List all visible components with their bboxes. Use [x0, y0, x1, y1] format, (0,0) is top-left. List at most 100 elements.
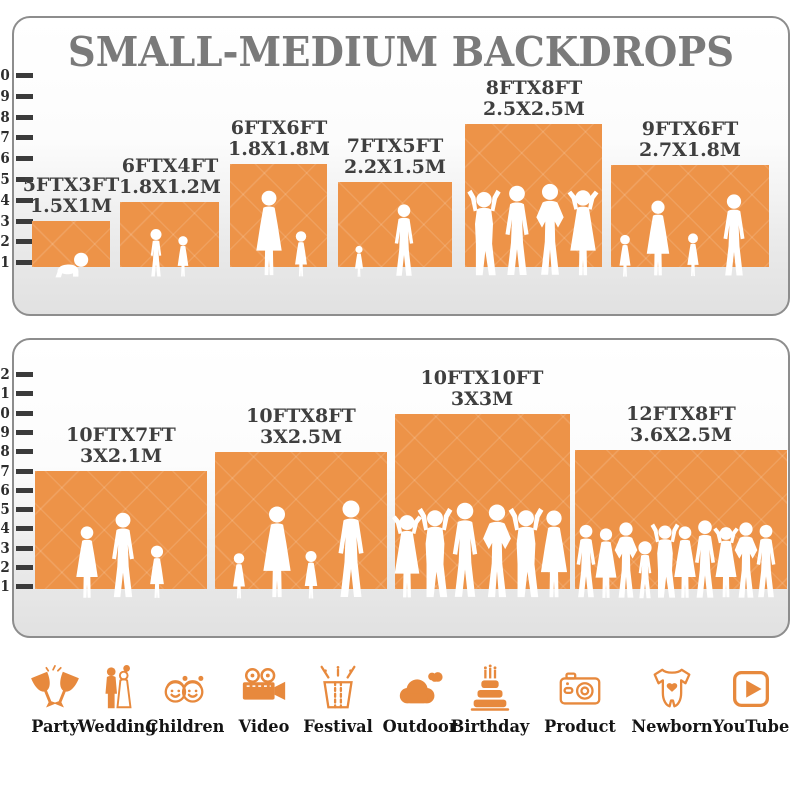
backdrop-10x7: [35, 471, 207, 589]
category-wedding: Wedding: [69, 664, 165, 737]
backdrop-size-label: 6FTX4FT 1.8X1.2M: [119, 155, 221, 198]
ruler-number: 8: [0, 108, 10, 126]
category-label: Children: [145, 717, 225, 737]
ruler-number: 11: [0, 384, 10, 402]
backdrop-7x5: [338, 182, 452, 267]
ruler-tick: [16, 94, 33, 99]
ruler-tick: [16, 488, 33, 493]
ruler-tick: [16, 115, 33, 120]
ruler-tick: [16, 449, 33, 454]
category-product: Product: [532, 664, 628, 737]
ruler-number: 8: [0, 442, 10, 460]
wedding-icon: [105, 664, 132, 709]
backdrop-size-label: 7FTX5FT 2.2X1.5M: [344, 135, 446, 178]
category-festival: Festival: [290, 664, 386, 737]
ruler-number: 3: [0, 212, 10, 230]
silhouette-man: [331, 500, 371, 600]
ruler-tick: [16, 177, 33, 182]
category-label: Video: [238, 717, 290, 737]
backdrop-6x6: [230, 164, 327, 267]
birthday-icon: [470, 664, 510, 711]
ruler-number: 12: [0, 365, 10, 383]
ruler-tick: [16, 565, 33, 570]
ruler-number: 1: [0, 577, 10, 595]
festival-icon: [320, 665, 356, 709]
ruler-tick: [16, 219, 33, 224]
ruler-tick: [16, 469, 33, 474]
backdrop-size-label: 12FTX8FT 3.6X2.5M: [626, 403, 736, 446]
children-icon: [164, 675, 204, 703]
category-children: Children: [137, 664, 233, 737]
backdrop-12x8: [575, 450, 787, 589]
ruler-number: 1: [0, 253, 10, 271]
ruler-number: 9: [0, 87, 10, 105]
category-label: Festival: [303, 717, 373, 737]
silhouette-woman: [536, 510, 572, 600]
ruler-tick: [16, 135, 33, 140]
silhouette-woman: [251, 190, 286, 278]
category-label: Product: [544, 717, 616, 737]
silhouette-girl: [301, 550, 321, 600]
category-youtube: YouTube: [703, 664, 799, 737]
ruler-number: 6: [0, 149, 10, 167]
ruler-number: 7: [0, 462, 10, 480]
ruler-tick: [16, 546, 33, 551]
medium-backdrops-panel: 12 11 10 9 8 7 6 5 4 3 2 1 10FTX7FT3X2.1…: [0, 338, 790, 638]
small-backdrops-panel: SMALL-MEDIUM BACKDROPS 10 9 8 7 6 5 4 3 …: [0, 16, 790, 316]
silhouette-woman: [258, 506, 296, 600]
category-outdoor: Outdoor: [372, 664, 468, 737]
backdrop-10x10: [395, 414, 570, 589]
ruler-tick: [16, 584, 33, 589]
ruler-tick: [16, 73, 33, 78]
ruler-tick: [16, 260, 33, 265]
category-label: Newborn: [631, 717, 713, 737]
backdrop-10x8: [215, 452, 387, 589]
silhouette-woman-arms-up: [563, 187, 603, 278]
product-icon: [559, 672, 601, 705]
silhouette-girl: [616, 234, 634, 278]
category-label: Party: [31, 717, 79, 737]
silhouette-man: [389, 204, 419, 278]
backdrop-8x8: [465, 124, 602, 267]
category-label: Wedding: [77, 717, 157, 737]
ruler-number: 7: [0, 128, 10, 146]
ruler-number: 4: [0, 519, 10, 537]
category-label: YouTube: [712, 717, 790, 737]
backdrop-6x4: [120, 202, 219, 267]
ruler-tick: [16, 507, 33, 512]
backdrop-size-label: 6FTX6FT 1.8X1.8M: [228, 117, 330, 160]
ruler-number: 10: [0, 66, 10, 84]
outdoor-icon: [399, 672, 443, 704]
category-party: Party: [7, 664, 103, 737]
backdrop-size-label: 5FTX3FT 1.5X1M: [22, 174, 120, 217]
ruler-number: 5: [0, 170, 10, 188]
ruler-number: 5: [0, 500, 10, 518]
newborn-icon: [653, 668, 691, 708]
silhouette-baby: [48, 251, 94, 278]
ruler-tick: [16, 372, 33, 377]
silhouette-man: [751, 524, 781, 600]
backdrop-size-label: 9FTX6FT 2.7X1.8M: [639, 118, 741, 161]
ruler-tick: [16, 239, 33, 244]
ruler-number: 2: [0, 232, 10, 250]
silhouette-girl: [684, 232, 702, 278]
ruler-number: 4: [0, 191, 10, 209]
category-birthday: Birthday: [442, 664, 538, 737]
backdrop-size-label: 8FTX8FT 2.5X2.5M: [483, 77, 585, 120]
ruler-tick: [16, 198, 33, 203]
silhouette-girl: [291, 230, 310, 278]
silhouette-man: [717, 194, 751, 278]
backdrop-9x6: [611, 165, 769, 267]
category-label: Birthday: [450, 717, 530, 737]
ruler-number: 9: [0, 423, 10, 441]
ruler-number: 3: [0, 539, 10, 557]
backdrop-size-label: 10FTX8FT 3X2.5M: [246, 405, 356, 448]
ruler-tick: [16, 391, 33, 396]
silhouette-woman: [643, 200, 674, 278]
ruler-tick: [16, 430, 33, 435]
ruler-tick: [16, 156, 33, 161]
ruler-number: 6: [0, 481, 10, 499]
category-label: Outdoor: [382, 717, 458, 737]
backdrop-5x3: [32, 221, 110, 267]
category-video: Video: [216, 664, 312, 737]
